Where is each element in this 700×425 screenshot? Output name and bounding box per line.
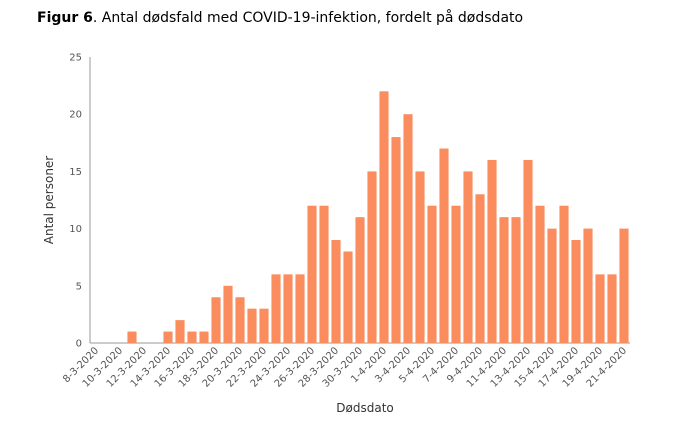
bar [247,308,257,343]
bar [571,240,581,343]
bar [271,274,281,343]
title-prefix: Figur 6 [37,10,93,26]
bar [415,171,425,343]
bar [223,285,233,343]
bar [163,331,173,343]
bar [535,205,545,343]
y-tick-label: 0 [76,339,82,350]
bar [307,205,317,343]
bar [499,217,509,343]
bar [319,205,329,343]
bar [199,331,209,343]
bar [427,205,437,343]
bar [127,331,137,343]
y-axis-title: Antal personer [42,156,56,245]
bar [379,91,389,343]
y-tick-label: 15 [69,167,82,178]
bar [283,274,293,343]
y-tick-label: 20 [69,110,82,121]
chart-title: Figur 6. Antal dødsfald med COVID-19-inf… [37,9,523,26]
bar [187,331,197,343]
bar [511,217,521,343]
y-tick-label: 10 [69,224,82,235]
y-tick-label: 5 [76,281,82,292]
bar [331,240,341,343]
bar [439,148,449,343]
bar [211,297,221,343]
bar [487,159,497,343]
bar [343,251,353,343]
bar [475,194,485,343]
bar [583,228,593,343]
bar [259,308,269,343]
y-tick-label: 25 [69,53,82,64]
bar [463,171,473,343]
bar [559,205,569,343]
bar [391,137,401,343]
bar [235,297,245,343]
bar [175,320,185,343]
x-axis-title: Dødsdato [336,401,393,415]
bar [355,217,365,343]
bar [607,274,617,343]
bar [595,274,605,343]
bar [547,228,557,343]
bar [523,159,533,343]
bar [367,171,377,343]
bar [403,114,413,343]
title-text: . Antal dødsfald med COVID-19-infektion,… [93,9,523,26]
bar [619,228,629,343]
bar [295,274,305,343]
bar [451,205,461,343]
